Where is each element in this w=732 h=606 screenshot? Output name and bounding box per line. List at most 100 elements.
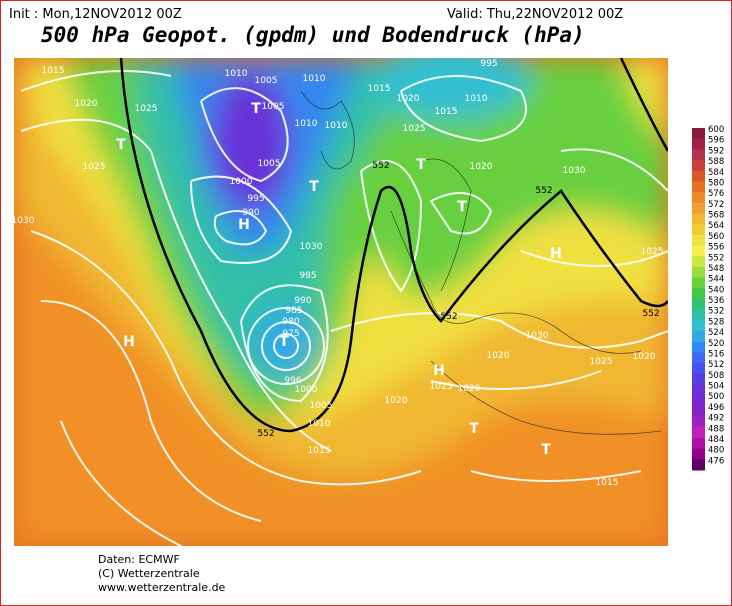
map-label: 995 (480, 59, 497, 69)
colorbar-label: 508 (708, 371, 724, 381)
map-label: 1025 (641, 247, 664, 257)
map-label: 990 (242, 208, 259, 218)
colorbar-swatch (692, 299, 705, 311)
colorbar-label: 540 (708, 285, 724, 295)
colorbar-label: 592 (708, 146, 724, 156)
colorbar-label: 588 (708, 157, 724, 167)
colorbar-label: 528 (708, 317, 724, 327)
colorbar-label: 556 (708, 243, 724, 253)
colorbar-swatch (692, 234, 705, 247)
map-label: T (416, 157, 426, 173)
colorbar-label: 516 (708, 349, 724, 359)
map-title: 500 hPa Geopot. (gpdm) und Bodendruck (h… (41, 23, 585, 47)
colorbar-label: 504 (708, 382, 724, 392)
colorbar-label: 492 (708, 414, 724, 424)
colorbar-label: 488 (708, 424, 724, 434)
colorbar-label: 576 (708, 189, 724, 199)
colorbar-label: 500 (708, 392, 724, 402)
map-label: T (309, 179, 319, 195)
map-label: 1000 (230, 177, 253, 187)
map-label: 1010 (465, 94, 488, 104)
colorbar-swatch (692, 373, 705, 385)
colorbar-label: 476 (708, 456, 724, 466)
map-label: T (116, 137, 126, 153)
map-label: H (123, 334, 135, 350)
map-label: H (238, 217, 250, 233)
map-label: 1020 (75, 99, 98, 109)
map-label: 552 (257, 429, 274, 439)
map-label: 1015 (308, 446, 331, 456)
map-label: 552 (440, 312, 457, 322)
colorbar-label: 520 (708, 339, 724, 349)
map-label: 552 (642, 309, 659, 319)
map-label: 1005 (255, 76, 278, 86)
colorbar-swatch (692, 320, 705, 332)
map-label: 1030 (526, 331, 549, 341)
colorbar-label: 568 (708, 211, 724, 221)
map-label: 1015 (42, 66, 65, 76)
colorbar-swatch (692, 437, 705, 450)
map-label: 1015 (435, 107, 458, 117)
map-label: 1025 (135, 104, 158, 114)
footer-line: Daten: ECMWF (98, 553, 180, 566)
map-label: 1005 (310, 401, 333, 411)
colorbar-swatch (692, 245, 705, 257)
colorbar-label: 536 (708, 296, 724, 306)
footer-line: www.wetterzentrale.de (98, 581, 226, 594)
colorbar-label: 572 (708, 200, 724, 210)
map-label: 1025 (403, 124, 426, 134)
colorbar-swatch (692, 331, 705, 343)
colorbar-label: 484 (708, 435, 724, 445)
colorbar-swatch (692, 288, 705, 300)
map-label: 1015 (596, 478, 619, 488)
colorbar-swatch (692, 181, 705, 193)
map-label: T (541, 442, 551, 458)
colorbar-swatch (692, 256, 705, 268)
colorbar-label: 596 (708, 136, 724, 146)
colorbar-label: 600 (708, 125, 724, 135)
map-label: 1020 (633, 352, 656, 362)
colorbar-swatch (692, 363, 705, 375)
colorbar-label: 532 (708, 307, 724, 317)
colorbar-swatch (692, 224, 705, 236)
colorbar-swatch (692, 427, 705, 439)
map-label: 1020 (385, 396, 408, 406)
map-label: 1000 (295, 385, 318, 395)
map-label: 1010 (303, 74, 326, 84)
map-label: 1020 (458, 384, 481, 394)
map-label: 1025 (430, 382, 453, 392)
colorbar-swatch (692, 170, 705, 182)
map-label: H (550, 246, 562, 262)
map-label: 995 (247, 194, 264, 204)
map-label: 552 (535, 186, 552, 196)
colorbar-swatch (692, 128, 705, 140)
map-label: T (251, 101, 261, 117)
map-label: 1005 (262, 102, 285, 112)
colorbar-label: 580 (708, 178, 724, 188)
map-label: 1025 (590, 357, 613, 367)
map-label: 1010 (308, 419, 331, 429)
colorbar-swatch (692, 384, 705, 396)
colorbar-swatch (692, 341, 705, 353)
colorbar-swatch (692, 213, 705, 225)
map-label: H (433, 363, 445, 379)
map-label: 990 (294, 296, 311, 306)
colorbar-swatch (692, 160, 705, 172)
map-label: 980 (282, 317, 299, 327)
colorbar-swatch (692, 266, 705, 279)
footer-line: (C) Wetterzentrale (98, 567, 200, 580)
map-label: 1010 (325, 121, 348, 131)
map-label: 1005 (258, 159, 281, 169)
colorbar-label: 524 (708, 328, 724, 338)
colorbar-label: 560 (708, 232, 724, 242)
map-label: 1010 (295, 119, 318, 129)
map-label: 975 (282, 329, 299, 339)
colorbar-swatch (692, 416, 705, 428)
map-label: 1020 (470, 162, 493, 172)
map-label: 1020 (397, 94, 420, 104)
map-label: 1025 (83, 162, 106, 172)
colorbar-swatch (692, 192, 705, 204)
map-label: 996 (284, 376, 301, 386)
